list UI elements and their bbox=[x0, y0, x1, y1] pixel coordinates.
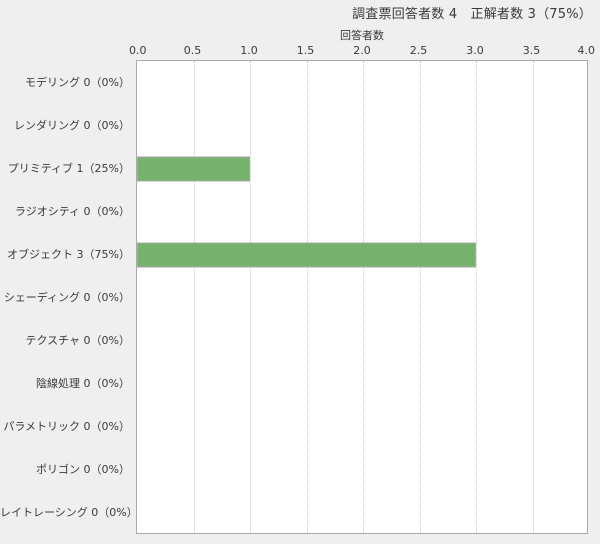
x-tick-label: 3.5 bbox=[522, 44, 541, 57]
x-axis-title: 回答者数 bbox=[340, 29, 384, 42]
y-tick-label: プリミティブ 1（25%） bbox=[7, 161, 130, 175]
bar bbox=[137, 242, 476, 268]
y-tick-label: パラメトリック 0（0%） bbox=[3, 420, 130, 434]
bar bbox=[137, 156, 250, 182]
x-tick-label: 2.5 bbox=[409, 44, 428, 57]
x-tick-label: 0.0 bbox=[129, 44, 147, 57]
page-title: 調査票回答者数 4 正解者数 3（75%） bbox=[352, 7, 592, 22]
x-tick-label: 1.0 bbox=[240, 44, 258, 57]
y-tick-label: オブジェクト 3（75%） bbox=[7, 247, 130, 261]
y-tick-label: テクスチャ 0（0%） bbox=[25, 334, 130, 348]
y-tick-label: レイトレーシング 0（0%） bbox=[0, 506, 138, 520]
y-axis-tick-labels: モデリング 0（0%） レンダリング 0（0%） プリミティブ 1（25%） ラジオシ… bbox=[0, 60, 138, 534]
y-tick-label: 陰線処理 0（0%） bbox=[36, 377, 130, 391]
y-tick-label: レンダリング 0（0%） bbox=[14, 118, 130, 132]
y-tick-label: ポリゴン 0（0%） bbox=[36, 463, 130, 477]
y-tick-label: シェーディング 0（0%） bbox=[3, 291, 130, 304]
x-tick-label: 4.0 bbox=[577, 44, 596, 57]
y-tick-label: ラジオシティ 0（0%） bbox=[14, 204, 130, 218]
x-tick-label: 1.5 bbox=[296, 44, 315, 57]
x-tick-label: 2.0 bbox=[353, 44, 371, 57]
x-axis-tick-labels: 0.0 0.5 1.0 1.5 2.0 2.5 3.0 3.5 4.0 bbox=[129, 44, 595, 58]
plot-area bbox=[136, 60, 588, 534]
x-tick-label: 3.0 bbox=[466, 44, 484, 57]
x-tick-label: 0.5 bbox=[183, 44, 202, 57]
bars-layer bbox=[137, 61, 587, 533]
y-tick-label: モデリング 0（0%） bbox=[25, 75, 130, 89]
